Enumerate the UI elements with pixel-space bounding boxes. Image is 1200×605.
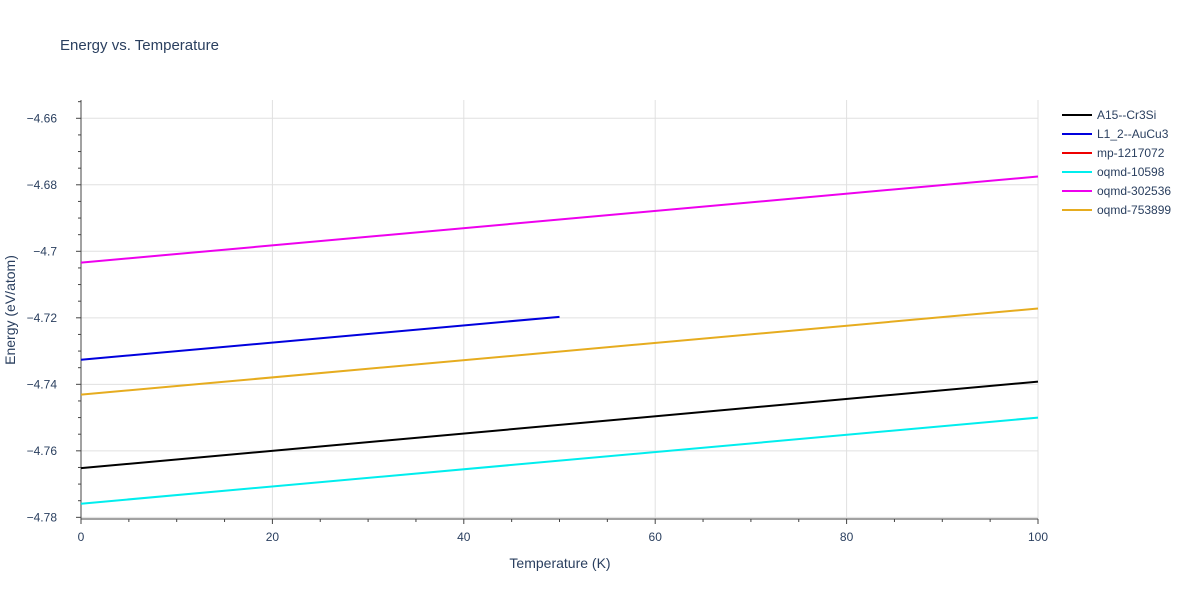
series-line-oqmd-302536 — [80, 175, 1039, 264]
legend-label: L1_2--AuCu3 — [1097, 127, 1169, 141]
y-tick-label: −4.76 — [27, 444, 58, 458]
x-tick-label: 0 — [78, 530, 85, 544]
y-tick-label: −4.66 — [27, 111, 58, 125]
y-tick-label: −4.74 — [27, 377, 58, 391]
y-axis-title: Energy (eV/atom) — [2, 255, 18, 365]
y-tick-label: −4.78 — [27, 510, 58, 524]
legend-label: oqmd-302536 — [1097, 184, 1171, 198]
x-tick-label: 40 — [457, 530, 471, 544]
plot-area — [80, 175, 1039, 505]
series-line-oqmd-10598 — [80, 416, 1039, 505]
y-tick-label: −4.72 — [27, 311, 58, 325]
legend-label: mp-1217072 — [1097, 146, 1165, 160]
axes: 0 20 40 60 80 100 −4.78 −4.76 −4.74 −4.72 −4.7 −4.6… — [27, 100, 1048, 544]
series-line-A15--Cr3Si — [80, 380, 1039, 470]
x-tick-label: 60 — [649, 530, 663, 544]
legend-label: A15--Cr3Si — [1097, 108, 1156, 122]
x-tick-label: 80 — [840, 530, 854, 544]
series-line-oqmd-753899 — [80, 307, 1039, 396]
x-tick-label: 20 — [266, 530, 280, 544]
legend-label: oqmd-10598 — [1097, 165, 1165, 179]
series-line-L1_2--AuCu3 — [80, 315, 560, 361]
legend-label: oqmd-753899 — [1097, 203, 1171, 217]
chart-title: Energy vs. Temperature — [60, 37, 219, 54]
x-axis-title: Temperature (K) — [509, 555, 610, 571]
y-tick-label: −4.68 — [27, 178, 58, 192]
y-tick-label: −4.7 — [33, 244, 57, 258]
x-tick-label: 100 — [1028, 530, 1048, 544]
legend: A15--Cr3Si L1_2--AuCu3 mp-1217072 oqmd-1059… — [1062, 108, 1171, 217]
